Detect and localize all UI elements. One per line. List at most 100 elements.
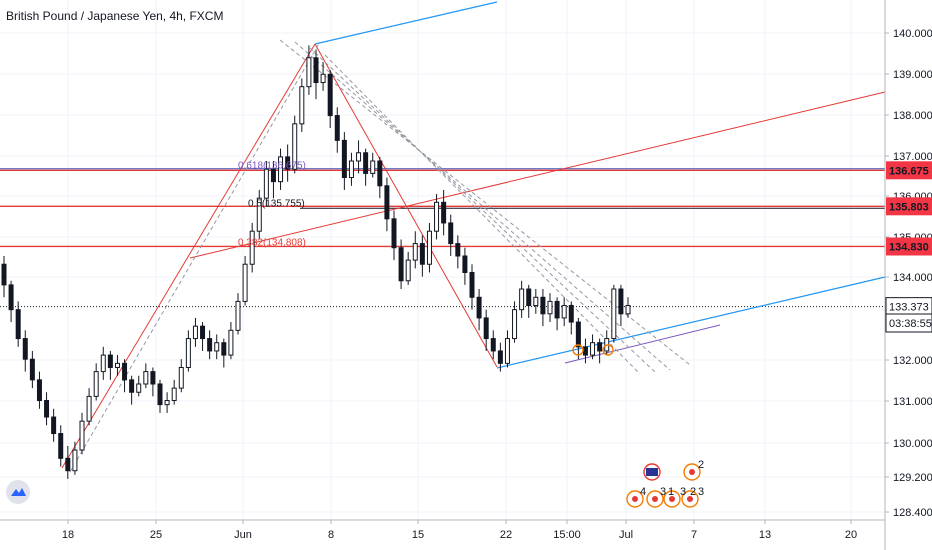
candle: [597, 338, 603, 364]
candle-body: [306, 57, 312, 88]
candle-body: [200, 325, 206, 340]
y-axis-ticks: 140.000139.000138.000137.000136.000135.0…: [885, 28, 932, 519]
y-tick-label: 132.000: [893, 355, 932, 367]
candle: [1, 255, 7, 298]
candle-body: [554, 300, 560, 319]
candle-body: [100, 354, 106, 373]
candle-body: [256, 197, 262, 232]
candle-body: [8, 284, 14, 311]
candle: [143, 363, 149, 389]
candle-body: [122, 362, 128, 381]
candle: [575, 317, 581, 360]
y-tick-label: 140.000: [893, 28, 932, 40]
x-tick-label: Jun: [234, 529, 252, 541]
candle-body: [22, 338, 28, 360]
candle-body: [377, 160, 383, 187]
candle: [122, 359, 128, 393]
y-tick-label: 138.000: [893, 110, 932, 122]
candle: [249, 222, 255, 273]
candle: [136, 375, 142, 397]
event-number: 2: [698, 459, 704, 471]
candle: [214, 334, 220, 360]
dashed-parallel-line[interactable]: [294, 41, 671, 371]
candle: [285, 144, 291, 182]
event-marker[interactable]: [602, 344, 614, 356]
candle-body: [292, 123, 298, 170]
candle: [448, 214, 454, 256]
candle: [504, 330, 510, 368]
candle: [590, 334, 596, 360]
candle-body: [483, 317, 489, 340]
dashed-parallel-line[interactable]: [324, 54, 641, 375]
candle-body: [441, 201, 447, 224]
events-layer[interactable]: 24 3 1 3 2 3: [572, 344, 704, 508]
candle: [384, 177, 390, 232]
candle: [419, 235, 425, 277]
trend-line-blue[interactable]: [496, 276, 886, 369]
candle-body: [249, 230, 255, 265]
candle-body: [398, 247, 404, 282]
candle: [100, 346, 106, 380]
candle-body: [65, 457, 71, 472]
event-dot: [687, 496, 693, 502]
candles: [1, 45, 631, 479]
candle-body: [597, 342, 603, 352]
x-tick-label: Jul: [619, 529, 633, 541]
candle: [526, 284, 532, 318]
price-tag-box: [886, 197, 932, 216]
candle-body: [320, 73, 326, 84]
candle-body: [235, 300, 241, 331]
candle-body: [242, 263, 248, 302]
price-tag-label: 136.675: [889, 165, 929, 177]
dashed-parallel-line[interactable]: [309, 47, 656, 373]
y-tick-label: 137.000: [893, 151, 932, 163]
y-tick-label: 139.000: [893, 69, 932, 81]
x-axis-ticks: 18 25 Jun 8 15 22 15:00 Jul 7 13 20: [62, 520, 857, 541]
candle: [462, 247, 468, 285]
candle-body: [391, 218, 397, 249]
candle-body: [313, 57, 319, 84]
candle-body: [469, 272, 475, 298]
candle: [497, 342, 503, 372]
x-tick-label: 20: [845, 529, 857, 541]
candle-body: [540, 296, 546, 315]
x-tick-label: 8: [328, 529, 334, 541]
candle: [320, 61, 326, 91]
event-number: 4: [640, 486, 646, 498]
candle-body: [114, 362, 120, 368]
candle: [150, 367, 156, 397]
candle-body: [15, 309, 21, 340]
event-dot: [652, 496, 658, 502]
candle: [561, 297, 567, 327]
candle-body: [44, 400, 50, 418]
trend-line-blue[interactable]: [314, 1, 498, 45]
x-tick-label: 7: [691, 529, 697, 541]
x-tick-label: 15: [412, 529, 424, 541]
candle: [405, 251, 411, 285]
candle: [306, 45, 312, 95]
event-marker[interactable]: [572, 344, 584, 356]
price-tag-label: 135.803: [889, 201, 929, 213]
price-tag-box: [885, 313, 932, 333]
candle-body: [504, 338, 510, 364]
trend-line-red[interactable]: [189, 91, 886, 259]
event-number: 3: [660, 486, 666, 498]
trend-line-purple[interactable]: [564, 324, 721, 364]
dashed-parallel-line[interactable]: [69, 41, 321, 473]
candle: [256, 189, 262, 240]
candle-body: [263, 168, 269, 199]
candle: [618, 284, 624, 327]
price-tag: 134.830: [886, 237, 932, 256]
trend-line-red[interactable]: [61, 43, 316, 469]
tradingview-logo[interactable]: [6, 480, 30, 504]
candle: [86, 388, 92, 426]
candle-body: [575, 321, 581, 348]
candle-body: [618, 288, 624, 315]
candle-body: [512, 309, 518, 340]
candle-body: [462, 255, 468, 273]
candle: [292, 115, 298, 174]
trend-line-red[interactable]: [314, 43, 498, 368]
candle-body: [434, 201, 440, 232]
